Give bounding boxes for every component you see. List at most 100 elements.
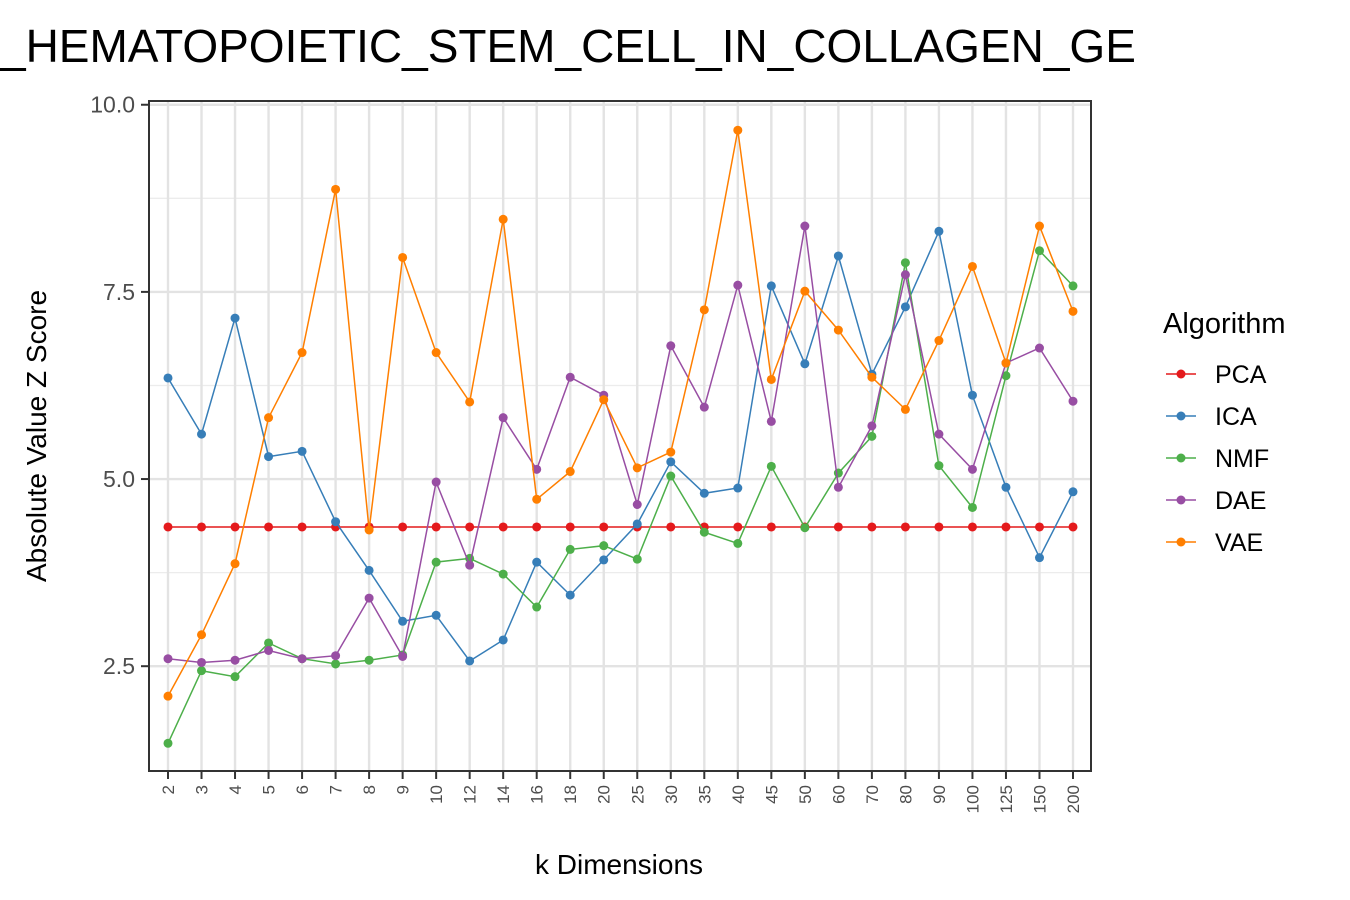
y-tick-label: 10.0 [90, 92, 135, 118]
data-point [364, 565, 374, 575]
data-point [699, 402, 709, 412]
data-point [465, 397, 475, 407]
data-point [398, 522, 408, 532]
grid [149, 101, 1091, 771]
data-point [666, 341, 676, 351]
data-point [1034, 246, 1044, 256]
legend-item-vae: VAE [1166, 529, 1263, 557]
data-point [800, 286, 810, 296]
data-point [532, 522, 542, 532]
legend-key-point [1176, 411, 1186, 421]
series-nmf [163, 246, 1078, 748]
data-point [900, 258, 910, 268]
data-point [197, 666, 207, 676]
data-point [532, 602, 542, 612]
legend-title: Algorithm [1163, 308, 1286, 340]
legend-label: ICA [1215, 403, 1257, 431]
data-point [833, 325, 843, 335]
series-layer [163, 125, 1078, 748]
data-point [833, 251, 843, 261]
x-tick-label: 16 [528, 785, 547, 804]
data-point [900, 404, 910, 414]
x-tick-label: 5 [260, 785, 279, 794]
x-tick-label: 14 [494, 785, 513, 804]
series-vae [163, 125, 1078, 701]
x-tick-label: 80 [896, 785, 915, 804]
x-tick-label: 90 [930, 785, 949, 804]
data-point [331, 517, 341, 527]
data-point [264, 452, 274, 462]
data-point [498, 413, 508, 423]
legend-items: PCA ICA NMF DAE VAE [1166, 361, 1269, 557]
series-line [167, 225, 1074, 664]
data-point [431, 477, 441, 487]
x-tick-label: 10 [427, 785, 446, 804]
data-point [163, 373, 173, 383]
data-point [800, 359, 810, 369]
data-point [532, 557, 542, 567]
data-point [364, 655, 374, 665]
x-tick-label: 45 [762, 785, 781, 804]
x-tick-label: 3 [193, 785, 212, 794]
x-tick-label: 6 [293, 785, 312, 794]
data-point [833, 482, 843, 492]
data-point [565, 590, 575, 600]
data-point [297, 446, 307, 456]
data-point [297, 348, 307, 358]
data-point [699, 527, 709, 537]
data-point [1001, 358, 1011, 368]
x-tick-label: 18 [561, 785, 580, 804]
data-point [163, 738, 173, 748]
x-tick-label: 30 [662, 785, 681, 804]
data-point [733, 522, 743, 532]
data-point [867, 522, 877, 532]
data-point [565, 544, 575, 554]
data-point [565, 522, 575, 532]
data-point [967, 464, 977, 474]
series-line [167, 249, 1074, 744]
data-point [934, 336, 944, 346]
data-point [699, 305, 709, 315]
y-tick-label: 5.0 [103, 466, 135, 492]
legend-item-ica: ICA [1166, 403, 1257, 431]
data-point [230, 672, 240, 682]
data-point [1034, 522, 1044, 532]
data-point [264, 522, 274, 532]
data-point [632, 463, 642, 473]
x-tick-label: 70 [863, 785, 882, 804]
x-tick-label: 40 [729, 785, 748, 804]
x-axis-title: k Dimensions [535, 849, 703, 880]
data-point [867, 372, 877, 382]
y-axis-title: Absolute Value Z Score [21, 290, 52, 582]
data-point [900, 522, 910, 532]
y-tick-label: 2.5 [103, 653, 135, 679]
legend-item-pca: PCA [1166, 361, 1267, 389]
data-point [800, 523, 810, 533]
data-point [766, 461, 776, 471]
data-point [934, 522, 944, 532]
data-point [599, 395, 609, 405]
data-point [967, 502, 977, 512]
data-point [599, 555, 609, 565]
data-point [230, 313, 240, 323]
series-line [167, 130, 1074, 697]
data-point [398, 252, 408, 262]
data-point [632, 499, 642, 509]
data-point [331, 659, 341, 669]
data-point [766, 374, 776, 384]
data-point [733, 125, 743, 135]
data-point [1001, 522, 1011, 532]
data-point [733, 280, 743, 290]
data-point [465, 656, 475, 666]
data-point [532, 464, 542, 474]
data-point [1068, 281, 1078, 291]
data-point [230, 559, 240, 569]
data-point [666, 471, 676, 481]
data-point [197, 429, 207, 439]
x-tick-label: 7 [327, 785, 346, 794]
data-point [900, 270, 910, 280]
data-point [431, 522, 441, 532]
series-line [167, 228, 1074, 663]
data-point [766, 281, 776, 291]
